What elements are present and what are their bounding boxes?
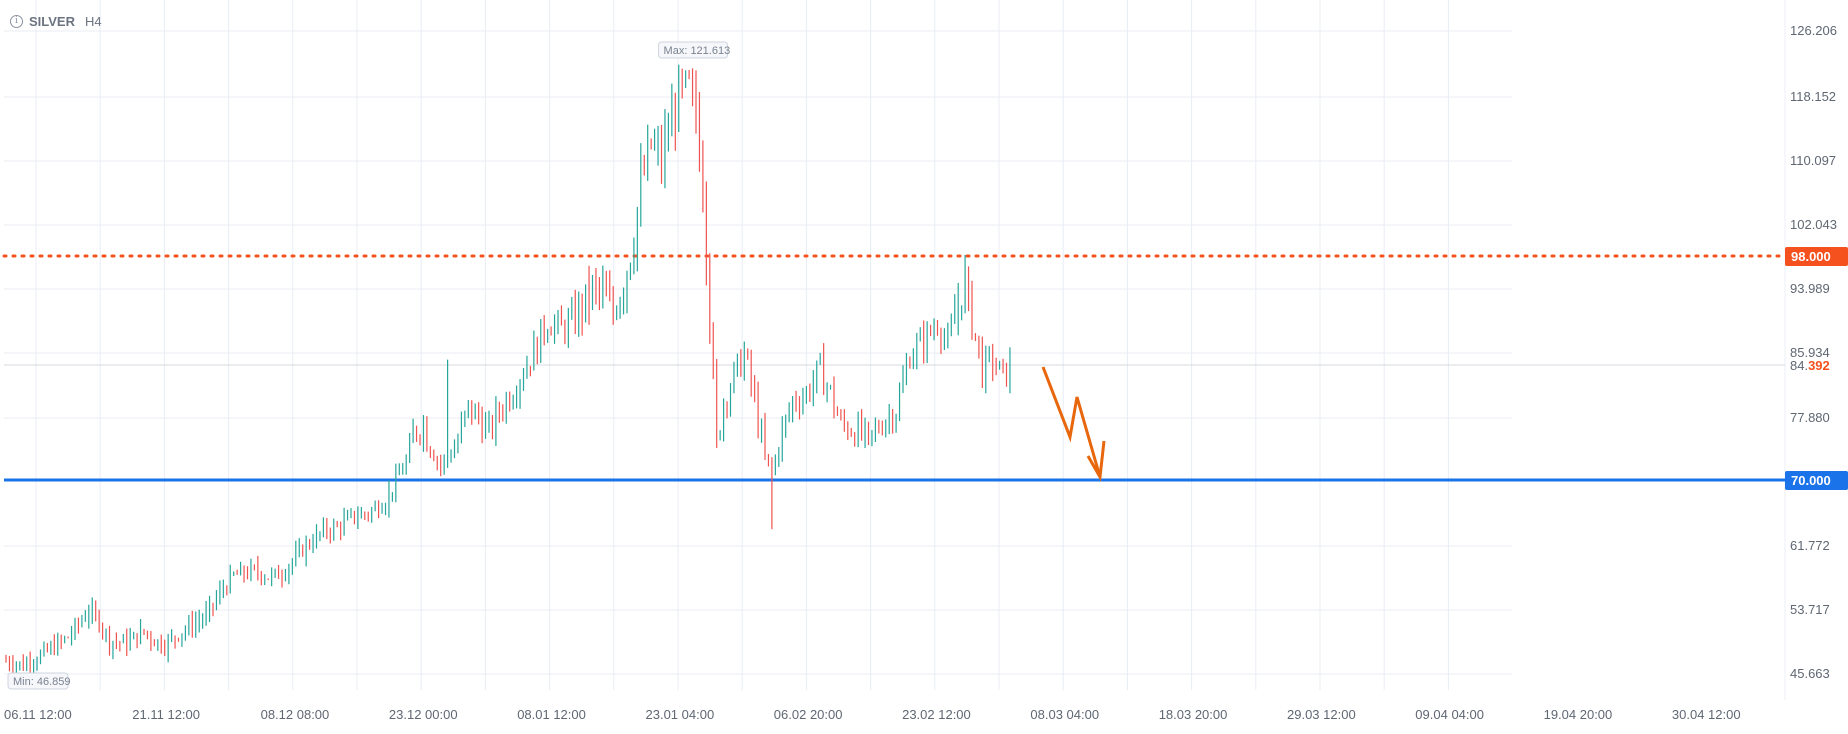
y-tick-label: 118.152: [1790, 89, 1836, 104]
y-tick-label: 110.097: [1790, 153, 1836, 168]
current-price-label: 84.392: [1790, 358, 1830, 373]
chart-header: i SILVER H4: [10, 14, 102, 29]
max-label-box: [658, 41, 729, 59]
y-tick-label: 126.206: [1790, 23, 1837, 38]
price-levels: 98.000 70.000 84.392: [2, 247, 1848, 490]
y-tick-label: 85.934: [1790, 345, 1830, 360]
min-label: Min: 46.859: [13, 676, 70, 688]
timeframe-label[interactable]: H4: [85, 14, 102, 29]
x-tick-label: 23.12 00:00: [389, 707, 458, 722]
y-tick-label: 45.663: [1790, 666, 1830, 681]
resistance-tag: [1785, 247, 1848, 266]
resistance-tag-label: 98.000: [1791, 249, 1831, 264]
x-tick-label: 29.03 12:00: [1287, 707, 1356, 722]
y-tick-label: 102.043: [1790, 217, 1837, 232]
candles: [5, 64, 1011, 679]
support-tag-label: 70.000: [1791, 473, 1831, 488]
y-tick-label: 77.880: [1790, 410, 1830, 425]
projection-arrow: [1041, 366, 1102, 478]
x-tick-label: 08.01 12:00: [517, 707, 586, 722]
x-tick-label: 21.11 12:00: [132, 707, 200, 722]
x-tick-label: 23.02 12:00: [902, 707, 971, 722]
x-tick-label: 23.01 04:00: [646, 707, 715, 722]
x-tick-label: 09.04 04:00: [1415, 707, 1484, 722]
max-label: Max: 121.613: [664, 45, 731, 57]
x-tick-label: 06.02 20:00: [774, 707, 843, 722]
annotations: Max: 121.613 Min: 46.859: [7, 41, 1106, 690]
x-tick-label: 30.04 12:00: [1672, 707, 1741, 722]
y-tick-label: 61.772: [1790, 538, 1830, 553]
x-tick-label: 08.12 08:00: [261, 707, 330, 722]
x-tick-label: 08.03 04:00: [1030, 707, 1099, 722]
min-label-box: [7, 672, 69, 690]
support-tag: [1785, 471, 1848, 490]
y-tick-label: 53.717: [1790, 602, 1830, 617]
x-tick-label: 18.03 20:00: [1159, 707, 1228, 722]
projection-arrow-head: [1086, 440, 1106, 482]
grid: [4, 0, 1786, 700]
x-tick-label: 19.04 20:00: [1544, 707, 1613, 722]
axes: 126.206 118.152 110.097 102.043 93.989 85.934…: [4, 23, 1837, 722]
info-icon[interactable]: i: [10, 15, 23, 28]
max-marker: Max: 121.613: [658, 41, 731, 59]
x-tick-label: 06.11 12:00: [4, 707, 72, 722]
symbol-label: SILVER: [29, 14, 75, 29]
current-price-tag: [1786, 356, 1848, 374]
min-marker: Min: 46.859: [7, 672, 70, 690]
y-tick-label: 93.989: [1790, 281, 1830, 296]
